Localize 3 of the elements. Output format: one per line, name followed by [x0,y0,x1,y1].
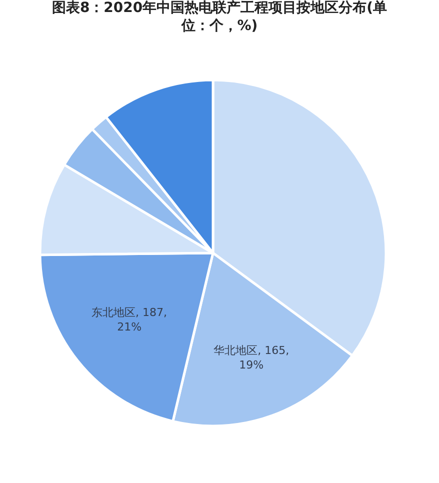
slice-label: 华北地区, 165, 19% [214,344,290,372]
chart-title: 图表8：2020年中国热电联产工程项目按地区分布(单位：个，%) [52,0,388,34]
slice-label: 东北地区, 187, 21% [92,306,168,334]
